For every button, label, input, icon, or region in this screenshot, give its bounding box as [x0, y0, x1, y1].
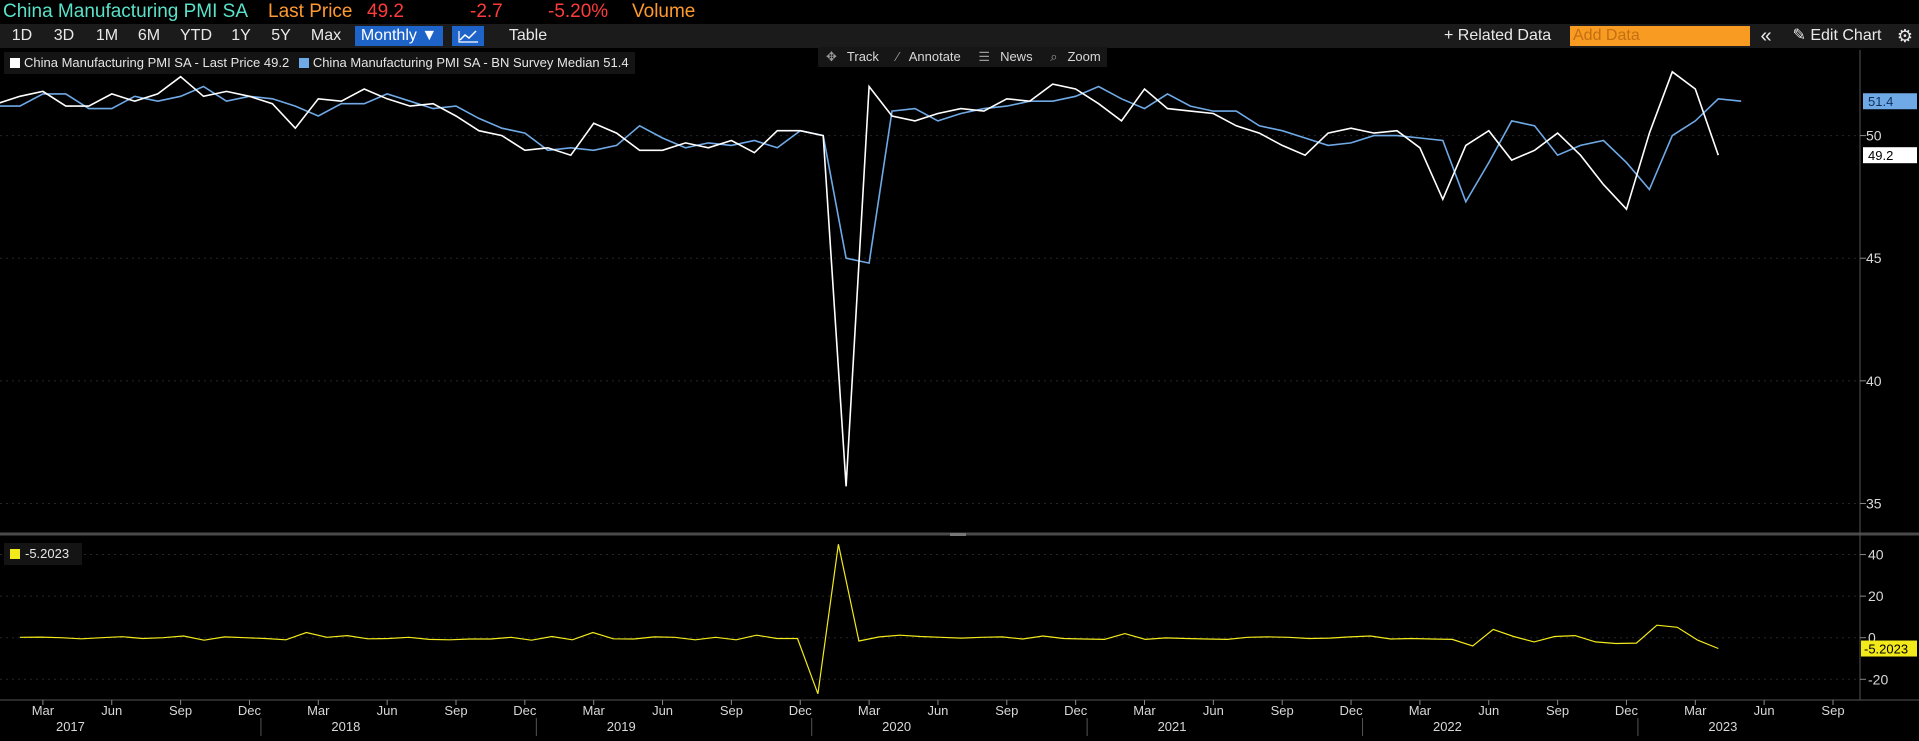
x-tick-label: Dec — [238, 703, 262, 718]
news-icon: ☰ — [978, 49, 991, 64]
x-tick-label: Mar — [307, 703, 330, 718]
range-1y-button[interactable]: 1Y — [231, 27, 251, 44]
add-data-input[interactable]: Add Data — [1570, 26, 1750, 46]
edit-chart-button[interactable]: ✎ Edit Chart — [1792, 27, 1882, 44]
legend-diff[interactable]: -5.2023 — [25, 546, 70, 561]
title-bar: China Manufacturing PMI SA Last Price 49… — [0, 0, 1919, 24]
sub-legend: -5.2023 — [4, 543, 82, 565]
main-legend: China Manufacturing PMI SA - Last Price … — [4, 52, 635, 74]
x-tick-label: Jun — [927, 703, 948, 718]
track-button[interactable]: Track — [846, 49, 879, 64]
range-5y-button[interactable]: 5Y — [271, 27, 291, 44]
sub-y-tick-label: 20 — [1868, 588, 1884, 604]
sub-y-tick-label: 0 — [1868, 630, 1876, 646]
x-tick-label: Mar — [1684, 703, 1707, 718]
sub-y-tick-label: 40 — [1868, 547, 1884, 563]
last-value-diff-box — [1861, 640, 1917, 657]
range-ytd-button[interactable]: YTD — [180, 27, 212, 44]
annotate-icon: ∕ — [896, 49, 899, 64]
legend-swatch-diff — [10, 549, 20, 559]
series-line-survey-median[interactable] — [0, 85, 1742, 265]
table-button[interactable]: Table — [508, 27, 548, 44]
x-tick-label: Mar — [583, 703, 606, 718]
security-name[interactable]: China Manufacturing PMI SA — [3, 1, 249, 22]
x-tick-label: Sep — [720, 703, 743, 718]
line-chart-icon — [458, 30, 478, 43]
main-y-tick-label: 40 — [1866, 373, 1882, 389]
last-price-label[interactable]: Last Price — [268, 1, 353, 22]
range-max-button[interactable]: Max — [310, 27, 342, 44]
x-tick-label: Sep — [1271, 703, 1294, 718]
chart-type-button[interactable] — [452, 26, 484, 46]
legend-swatch-last-price — [10, 58, 20, 68]
panel-resize-handle[interactable] — [950, 533, 966, 536]
last-value-survey-median-box — [1863, 93, 1917, 110]
x-tick-label: Jun — [652, 703, 673, 718]
x-tick-label: Dec — [1339, 703, 1363, 718]
collapse-panel-icon[interactable]: « — [1760, 25, 1772, 47]
related-data-button[interactable]: + Related Data — [1444, 27, 1552, 44]
x-tick-label: Sep — [1546, 703, 1569, 718]
x-tick-label: Jun — [377, 703, 398, 718]
x-tick-label: Dec — [1615, 703, 1639, 718]
x-tick-label: Jun — [1203, 703, 1224, 718]
legend-last-price[interactable]: China Manufacturing PMI SA - Last Price … — [24, 55, 290, 70]
last-value-survey-median: 51.4 — [1868, 94, 1893, 109]
price-change-pct: -5.20% — [548, 1, 609, 22]
news-button[interactable]: News — [1000, 49, 1033, 64]
legend-swatch-survey-median — [298, 58, 309, 68]
range-3d-button[interactable]: 3D — [53, 27, 75, 44]
volume-label[interactable]: Volume — [632, 1, 696, 22]
price-change: -2.7 — [470, 1, 503, 22]
period-dropdown[interactable]: Monthly ▼ — [355, 26, 443, 46]
last-value-last-price: 49.2 — [1868, 148, 1893, 163]
x-tick-label: Mar — [1133, 703, 1156, 718]
x-tick-label: Dec — [1064, 703, 1088, 718]
last-value-diff: -5.2023 — [1864, 642, 1908, 657]
settings-gear-icon[interactable]: ⚙ — [1896, 26, 1914, 46]
x-tick-label: Dec — [789, 703, 813, 718]
x-year-label: 2019 — [607, 719, 636, 734]
range-1m-button[interactable]: 1M — [95, 27, 119, 44]
x-year-label: 2018 — [331, 719, 360, 734]
last-price-value: 49.2 — [367, 1, 404, 22]
main-y-tick-label: 50 — [1866, 128, 1882, 144]
toolbar: 1D 3D 1M 6M YTD 1Y 5Y Max Monthly ▼ Tabl… — [0, 24, 1919, 48]
x-tick-label: Sep — [444, 703, 467, 718]
sub-y-tick-label: -20 — [1868, 671, 1888, 687]
x-year-label: 2021 — [1158, 719, 1187, 734]
range-1d-button[interactable]: 1D — [11, 27, 33, 44]
x-tick-label: Sep — [995, 703, 1018, 718]
x-tick-label: Mar — [1409, 703, 1432, 718]
x-tick-label: Sep — [169, 703, 192, 718]
legend-survey-median[interactable]: China Manufacturing PMI SA - BN Survey M… — [312, 55, 629, 70]
x-tick-label: Jun — [101, 703, 122, 718]
x-year-label: 2022 — [1433, 719, 1462, 734]
x-year-label: 2023 — [1708, 719, 1737, 734]
x-year-label: 2020 — [882, 719, 911, 734]
annotate-button[interactable]: Annotate — [908, 49, 961, 64]
x-tick-label: Mar — [32, 703, 55, 718]
x-tick-label: Mar — [858, 703, 881, 718]
main-y-tick-label: 45 — [1866, 250, 1882, 266]
x-tick-label: Jun — [1754, 703, 1775, 718]
zoom-button[interactable]: Zoom — [1067, 49, 1101, 64]
zoom-icon: ⌕ — [1050, 49, 1058, 64]
x-tick-label: Sep — [1821, 703, 1844, 718]
range-6m-button[interactable]: 6M — [137, 27, 161, 44]
main-y-tick-label: 35 — [1866, 495, 1882, 511]
last-value-last-price-box — [1863, 147, 1917, 164]
track-icon: ✥ — [826, 49, 837, 64]
x-tick-label: Jun — [1478, 703, 1499, 718]
x-year-label: 2017 — [56, 719, 85, 734]
x-tick-label: Dec — [513, 703, 537, 718]
series-line-diff[interactable] — [19, 544, 1719, 695]
series-line-last-price[interactable] — [0, 70, 1720, 487]
chart-tools: ✥ Track ∕ Annotate ☰ News ⌕ Zoom — [818, 47, 1107, 67]
